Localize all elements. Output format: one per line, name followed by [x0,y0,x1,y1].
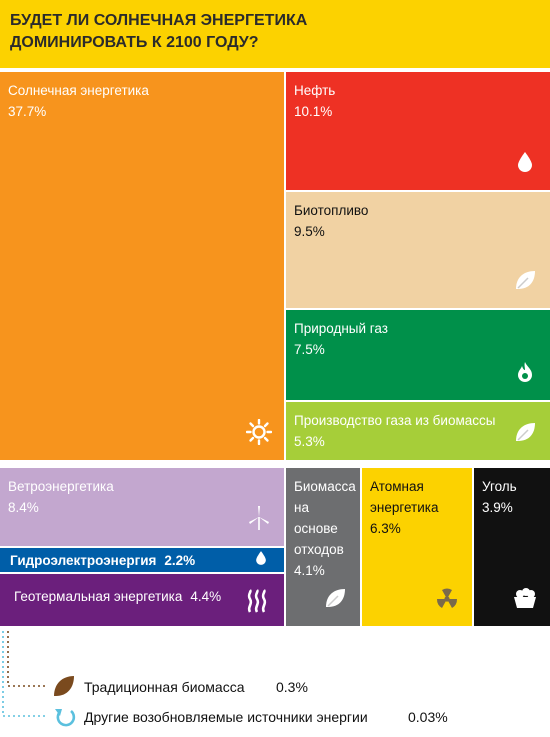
tile-value: 8.4% [8,500,39,515]
tile-value: 4.4% [190,589,222,604]
chart-header: БУДЕТ ЛИ СОЛНЕЧНАЯ ЭНЕРГЕТИКА ДОМИНИРОВА… [0,0,550,68]
tile-value: 5.3% [294,434,325,449]
legend: Традиционная биомасса 0.3% Другие возобнов… [2,630,448,727]
tile-label: Производство газа из биомассы [294,413,496,428]
oil-drop-icon [512,149,538,180]
leaf-icon [512,419,538,450]
tile-value: 10.1% [294,104,333,119]
tile-9: Атомная энергетика 6.3% [362,468,472,626]
coal-cart-icon [512,585,538,616]
tile-0: Солнечная энергетика 37.7% [0,72,284,460]
tile-label: Биомасса на основе отходов [294,479,356,557]
tile-label: Уголь [482,479,517,494]
tile-6: Гидроэлектроэнергия 2.2% [0,548,284,572]
tile-label: Солнечная энергетика [8,83,149,98]
tile-3: Природный газ 7.5% [286,310,550,400]
tile-label: Природный газ [294,321,388,336]
tile-label: Биотопливо [294,203,369,218]
leaf-icon [512,267,538,298]
tile-value: 4.1% [294,563,325,578]
tile-1: Нефть 10.1% [286,72,550,190]
tile-value: 3.9% [482,500,513,515]
radiation-icon [434,585,460,616]
tile-label: Нефть [294,83,336,98]
leaf-icon [322,585,348,616]
tile-label: Ветроэнергетика [8,479,114,494]
heat-icon [244,588,270,619]
tile-8: Биомасса на основе отходов 4.1% [286,468,360,626]
tile-value: 2.2% [164,553,196,568]
wind-turbine-icon [246,505,272,536]
leaf-icon [54,676,74,696]
tile-label: Атомная энергетика [370,479,439,515]
tile-value: 7.5% [294,342,325,357]
tile-value: 37.7% [8,104,47,119]
sun-icon [245,418,273,450]
recycle-icon [55,709,76,727]
water-drop-icon [252,548,270,572]
legend-value: 0.03% [408,709,448,725]
tile-value: 9.5% [294,224,325,239]
legend-label: Другие возобновляемые источники энергии [84,709,368,725]
legend-value: 0.3% [276,679,308,695]
tile-4: Производство газа из биомассы 5.3% [286,402,550,460]
tile-10: Уголь 3.9% [474,468,550,626]
chart-title: БУДЕТ ЛИ СОЛНЕЧНАЯ ЭНЕРГЕТИКА ДОМИНИРОВА… [10,12,308,51]
tile-5: Ветроэнергетика 8.4% [0,468,284,546]
connector-line [2,630,46,717]
tile-label: Гидроэлектроэнергия [10,553,157,568]
connector-line [7,630,46,687]
tile-7: Геотермальная энергетика 4.4% [0,574,284,626]
legend-label: Традиционная биомасса [84,679,245,695]
flame-icon [512,359,538,390]
tile-value: 6.3% [370,521,401,536]
tile-label: Геотермальная энергетика [14,589,183,604]
tile-2: Биотопливо 9.5% [286,192,550,308]
